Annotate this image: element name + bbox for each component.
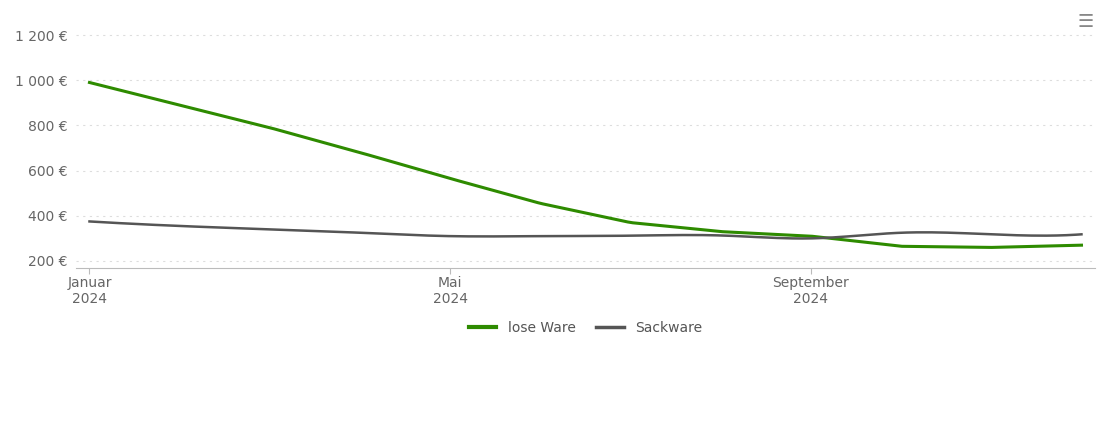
Text: ☰: ☰ bbox=[1077, 13, 1093, 31]
Legend: lose Ware, Sackware: lose Ware, Sackware bbox=[463, 315, 708, 341]
